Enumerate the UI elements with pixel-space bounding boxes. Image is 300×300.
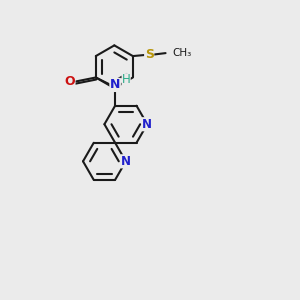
Text: O: O [64,75,75,88]
Text: N: N [110,78,120,92]
Text: S: S [145,48,154,61]
Text: H: H [122,74,130,86]
Text: CH₃: CH₃ [172,48,192,58]
Text: N: N [121,155,131,168]
Text: N: N [142,118,152,131]
